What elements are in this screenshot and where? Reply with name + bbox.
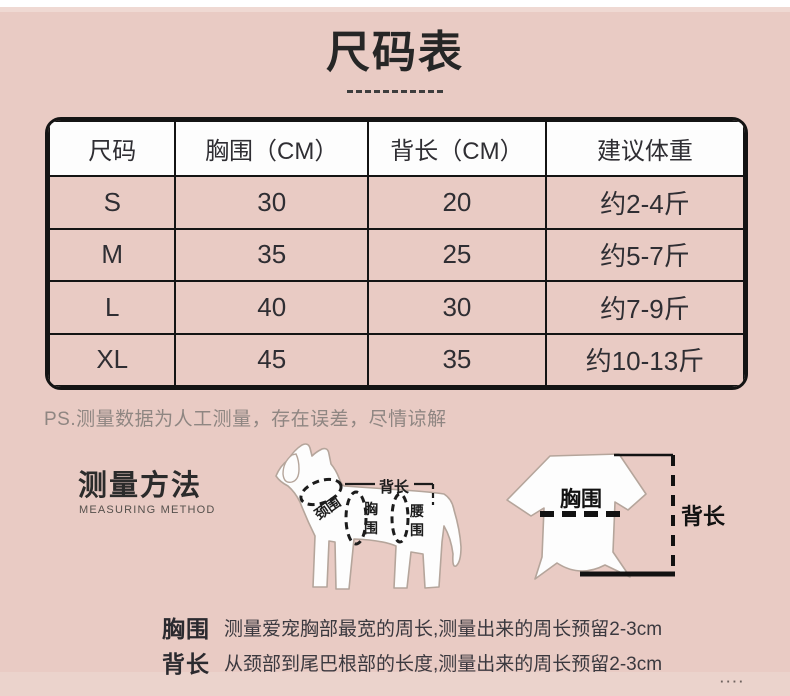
cell-weight: 约5-7斤 [544, 227, 745, 282]
table-row: XL 45 35 约10-13斤 [48, 332, 745, 387]
header-chest: 胸围（CM） [174, 120, 369, 177]
dog-silhouette [275, 443, 462, 590]
chest-definition: 测量爱宠胸部最宽的周长,测量出来的周长预留2-3cm [224, 619, 663, 640]
title-dashed-divider [347, 90, 443, 93]
dog-waist-label-top: 腰 [409, 503, 424, 519]
dog-ear [282, 453, 300, 484]
neck-girth-line [299, 477, 343, 507]
back-length-term: 背长 [162, 651, 210, 677]
waist-girth-line [390, 492, 410, 544]
chest-term: 胸围 [162, 616, 210, 642]
page-title: 尺码表 [326, 28, 464, 77]
dog-chest-label-top: 胸 [364, 501, 378, 517]
corner-dots: ···· [720, 674, 746, 689]
cell-chest: 45 [174, 332, 369, 387]
size-table: 尺码 胸围（CM） 背长（CM） 建议体重 S 30 20 约2-4斤 M 35… [45, 117, 748, 390]
measuring-method-heading: 测量方法 [78, 470, 203, 502]
cell-weight: 约10-13斤 [544, 332, 745, 387]
dog-back-length-label: 背长 [379, 478, 410, 496]
table-row: M 35 25 约5-7斤 [48, 227, 745, 282]
cell-back: 30 [366, 280, 547, 335]
cell-size: S [48, 175, 177, 230]
top-pink-strip [0, 7, 790, 12]
table-row: L 40 30 约7-9斤 [48, 280, 745, 335]
cell-weight: 约7-9斤 [544, 280, 745, 335]
dog-measure-illustration: 背长 颈围 胸 围 腰 围 [275, 443, 462, 590]
table-row: S 30 20 约2-4斤 [48, 175, 745, 230]
garment-silhouette [506, 453, 647, 580]
cell-weight: 约2-4斤 [544, 175, 745, 230]
cell-chest: 40 [174, 280, 369, 335]
cell-size: L [48, 280, 177, 335]
cell-chest: 30 [174, 175, 369, 230]
cell-size: XL [48, 332, 177, 387]
bottom-strip [0, 672, 790, 696]
chest-girth-line [344, 490, 368, 546]
measuring-method-subheading: MEASURING METHOD [79, 504, 216, 516]
header-back-length: 背长（CM） [366, 120, 547, 177]
cell-back: 20 [366, 175, 547, 230]
header-weight: 建议体重 [544, 120, 745, 177]
cell-size: M [48, 227, 177, 282]
measurement-disclaimer: PS.测量数据为人工测量，存在误差，尽情谅解 [44, 409, 447, 430]
cell-back: 35 [366, 332, 547, 387]
back-length-definition: 从颈部到尾巴根部的长度,测量出来的周长预留2-3cm [224, 654, 663, 675]
garment-measure-illustration: 胸围 背长 [506, 453, 726, 580]
cell-back: 25 [366, 227, 547, 282]
garment-chest-label: 胸围 [560, 487, 602, 511]
cell-chest: 35 [174, 227, 369, 282]
dog-chest-label-bottom: 围 [364, 520, 378, 536]
top-white-strip [0, 0, 790, 7]
garment-back-length-label: 背长 [681, 504, 726, 529]
table-header-row: 尺码 胸围（CM） 背长（CM） 建议体重 [48, 120, 745, 177]
header-size: 尺码 [48, 120, 177, 177]
dog-waist-label-bottom: 围 [410, 522, 424, 538]
